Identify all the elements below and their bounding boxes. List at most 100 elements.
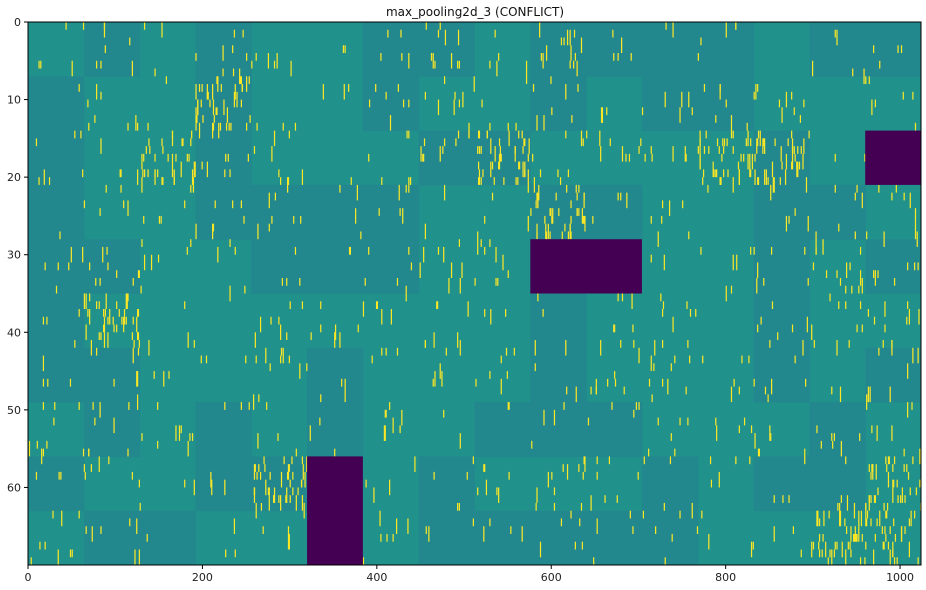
activation-stripe — [212, 122, 214, 139]
activation-stripe — [550, 76, 552, 85]
activation-stripe — [723, 169, 725, 178]
activation-stripe — [553, 502, 556, 511]
activation-stripe — [381, 347, 383, 356]
activation-stripe — [137, 394, 139, 410]
activation-stripe — [302, 471, 304, 480]
activation-stripe — [256, 122, 258, 131]
activation-stripe — [901, 495, 904, 503]
activation-stripe — [384, 409, 386, 418]
activation-stripe — [846, 262, 848, 278]
activation-stripe — [754, 177, 756, 185]
activation-stripe — [732, 146, 734, 154]
activation-stripe — [42, 378, 45, 387]
activation-stripe — [522, 146, 524, 154]
activation-stripe — [385, 409, 387, 418]
activation-stripe — [222, 45, 224, 61]
activation-stripe — [780, 153, 782, 162]
activation-stripe — [258, 464, 260, 472]
activation-stripe — [807, 215, 809, 232]
activation-stripe — [688, 231, 690, 240]
activation-stripe — [477, 231, 479, 247]
activation-stripe — [581, 215, 583, 224]
activation-stripe — [839, 277, 842, 286]
activation-stripe — [851, 285, 853, 294]
activation-stripe — [530, 208, 532, 216]
activation-stripe — [182, 138, 184, 147]
activation-stripe — [785, 215, 788, 232]
activation-stripe — [42, 355, 45, 372]
activation-stripe — [246, 122, 248, 131]
activation-stripe — [861, 533, 863, 542]
activation-stripe — [41, 448, 43, 465]
activation-stripe — [201, 161, 203, 170]
activation-stripe — [521, 130, 523, 139]
activation-stripe — [88, 448, 90, 457]
activation-stripe — [608, 456, 610, 465]
activation-stripe — [433, 332, 435, 348]
activation-stripe — [180, 161, 182, 178]
activation-stripe — [36, 440, 38, 449]
activation-stripe — [195, 115, 197, 131]
activation-stripe — [455, 138, 457, 147]
activation-stripe — [281, 277, 283, 286]
activation-stripe — [749, 161, 751, 178]
activation-stripe — [756, 138, 758, 154]
activation-stripe — [672, 22, 674, 38]
activation-stripe — [878, 347, 880, 356]
activation-stripe — [787, 138, 789, 147]
activation-stripe — [457, 130, 460, 139]
activation-stripe — [254, 332, 256, 348]
activation-stripe — [763, 138, 765, 147]
activation-stripe — [475, 378, 477, 387]
activation-stripe — [882, 541, 884, 550]
activation-stripe — [437, 301, 439, 310]
activation-stripe — [147, 122, 149, 131]
heatmap-block — [753, 184, 810, 240]
activation-stripe — [617, 293, 619, 302]
activation-stripe — [651, 153, 653, 162]
dead-block — [530, 239, 642, 294]
activation-stripe — [96, 84, 98, 100]
activation-stripe — [695, 309, 697, 317]
activation-stripe — [229, 239, 231, 247]
activation-stripe — [802, 340, 804, 356]
activation-stripe — [885, 533, 887, 542]
activation-stripe — [362, 301, 365, 317]
activation-stripe — [845, 549, 847, 565]
activation-stripe — [876, 425, 878, 441]
activation-stripe — [273, 130, 276, 147]
activation-stripe — [863, 68, 865, 85]
activation-stripe — [743, 417, 746, 426]
activation-stripe — [722, 138, 724, 147]
activation-stripe — [309, 425, 311, 441]
activation-stripe — [474, 277, 476, 286]
heatmap-block — [586, 184, 643, 240]
activation-stripe — [191, 433, 194, 441]
activation-stripe — [423, 153, 425, 162]
activation-stripe — [764, 138, 766, 154]
activation-stripe — [356, 184, 358, 193]
activation-stripe — [287, 471, 289, 480]
activation-stripe — [590, 495, 592, 511]
activation-stripe — [58, 471, 60, 480]
activation-stripe — [616, 495, 618, 503]
activation-stripe — [384, 425, 386, 441]
activation-stripe — [94, 115, 96, 123]
activation-stripe — [483, 464, 485, 472]
activation-stripe — [566, 386, 568, 395]
y-tick-label: 60 — [7, 481, 21, 494]
activation-stripe — [859, 246, 862, 255]
activation-stripe — [527, 177, 529, 193]
activation-stripe — [524, 169, 526, 178]
activation-stripe — [342, 45, 345, 54]
activation-stripe — [280, 471, 283, 488]
activation-stripe — [500, 378, 502, 395]
activation-stripe — [841, 541, 843, 558]
activation-stripe — [917, 347, 919, 364]
activation-stripe — [288, 355, 290, 364]
activation-stripe — [749, 456, 751, 465]
activation-stripe — [265, 347, 267, 364]
activation-stripe — [879, 510, 881, 519]
activation-stripe — [547, 471, 549, 488]
activation-stripe — [686, 301, 688, 310]
